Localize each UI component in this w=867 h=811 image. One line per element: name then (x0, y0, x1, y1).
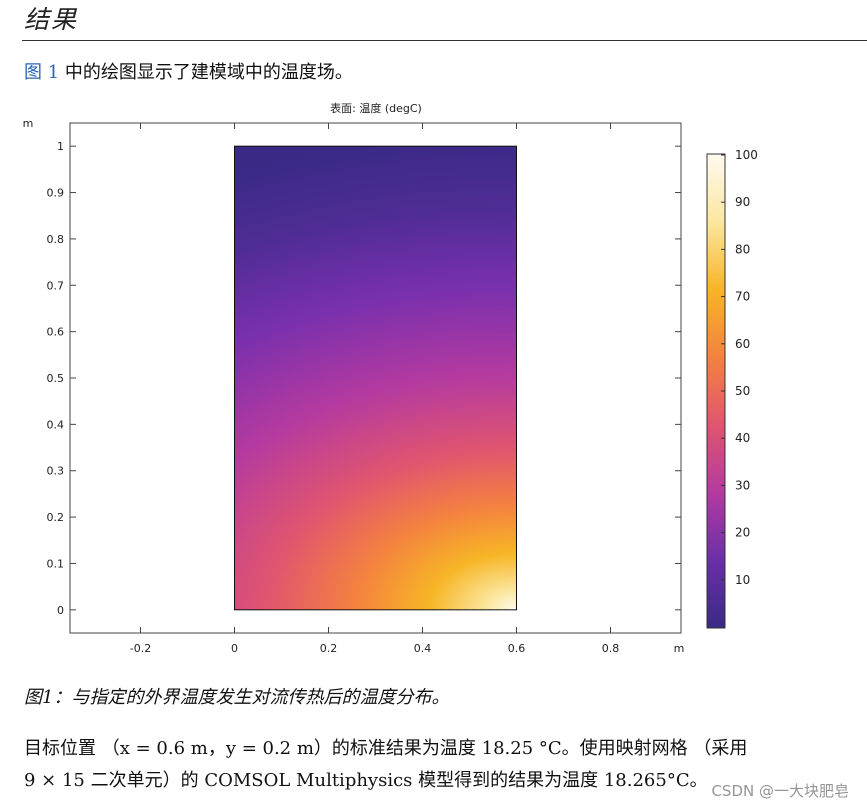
y-tick-label: 0.8 (47, 233, 65, 246)
x-tick-label: 0.2 (320, 642, 338, 655)
y-tick-label: 0.9 (47, 187, 65, 200)
x-tick-label: 0 (231, 642, 238, 655)
intro-sentence: 图 1 中的绘图显示了建模域中的温度场。 (24, 58, 353, 84)
y-tick-label: 0.1 (47, 557, 65, 570)
x-unit-label: m (674, 642, 685, 655)
colorbar-tick-label: 70 (735, 290, 750, 304)
colorbar-tick-label: 30 (735, 478, 750, 492)
y-tick-label: 1 (57, 140, 64, 153)
y-tick-label: 0.7 (47, 279, 65, 292)
temperature-field (234, 145, 517, 611)
colorbar-tick-label: 80 (735, 242, 750, 256)
colorbar-tick-label: 50 (735, 384, 750, 398)
y-tick-label: 0.4 (47, 418, 65, 431)
colorbar-tick-label: 90 (735, 195, 750, 209)
x-axis: -0.2 0 0.2 0.4 0.6 0.8 (130, 123, 619, 655)
y-tick-label: 0.3 (47, 465, 65, 478)
paragraph-line-1: 目标位置 （x = 0.6 m，y = 0.2 m）的标准结果为温度 18.25… (24, 738, 748, 759)
y-tick-label: 0 (57, 604, 64, 617)
x-tick-label: 0.8 (602, 642, 620, 655)
colorbar-tick-label: 60 (735, 337, 750, 351)
domain-outline (234, 145, 517, 611)
y-tick-label: 0.6 (47, 326, 65, 339)
figure-caption: 图1：与指定的外界温度发生对流传热后的温度分布。 (24, 687, 450, 708)
intro-text: 中的绘图显示了建模域中的温度场。 (59, 62, 353, 83)
colorbar-tick-label: 10 (735, 573, 750, 587)
figure-reference-link[interactable]: 图 1 (24, 62, 60, 83)
colorbar-tick-label: 40 (735, 431, 750, 445)
paragraph-line-2: 9 × 15 二次单元）的 COMSOL Multiphysics 模型得到的结… (24, 770, 708, 791)
section-heading: 结果 (24, 5, 79, 34)
plot-title: 表面: 温度 (degC) (330, 101, 422, 115)
temperature-plot: 表面: 温度 (degC) m m 0 0.1 0.2 0.3 0.4 0.5 0.6 0.7… (23, 101, 758, 655)
watermark: CSDN @一大块肥皂 (711, 782, 849, 800)
x-tick-label: -0.2 (130, 642, 151, 655)
heading-rule (22, 40, 867, 41)
colorbar-ticks: 10 20 30 40 50 60 70 80 90 100 (721, 148, 758, 587)
x-tick-label: 0.6 (508, 642, 526, 655)
y-axis: 0 0.1 0.2 0.3 0.4 0.5 0.6 0.7 0.8 0.9 1 (47, 140, 681, 617)
y-tick-label: 0.5 (47, 372, 65, 385)
y-unit-label: m (23, 117, 34, 130)
colorbar-tick-label: 20 (735, 526, 750, 540)
x-tick-label: 0.4 (414, 642, 432, 655)
y-tick-label: 0.2 (47, 511, 65, 524)
domain-surface (234, 146, 517, 610)
colorbar-tick-label: 100 (735, 148, 758, 162)
